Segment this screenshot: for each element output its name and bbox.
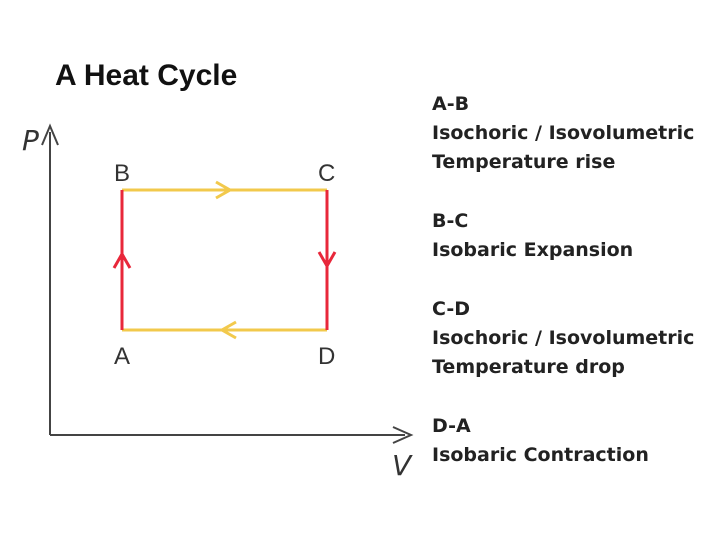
slide-title: A Heat Cycle — [55, 59, 237, 92]
v-axis-label: V — [392, 449, 413, 482]
note-heading: C-D — [432, 298, 470, 320]
da-arrow — [218, 320, 237, 340]
note-line: Isobaric Expansion — [432, 239, 633, 261]
note-heading: A-B — [432, 93, 469, 115]
p-axis-label: P — [22, 124, 39, 157]
note-heading: D-A — [432, 415, 471, 437]
cd-arrow — [317, 251, 337, 270]
point-label: C — [318, 160, 335, 187]
notes: A-B Isochoric / Isovolumetric Temperature … — [432, 93, 694, 466]
p-axis-arrow — [41, 123, 59, 146]
note-line: Temperature drop — [432, 356, 625, 378]
note-line: Isochoric / Isovolumetric — [432, 327, 694, 349]
point-label: B — [114, 160, 130, 187]
note-heading: B-C — [432, 210, 468, 232]
note-line: Isochoric / Isovolumetric — [432, 122, 694, 144]
point-label: D — [318, 343, 335, 370]
v-axis-arrow — [392, 426, 414, 444]
ab-arrow — [112, 250, 132, 269]
bc-arrow — [215, 180, 234, 200]
note-line: Temperature rise — [432, 151, 615, 173]
point-label: A — [114, 343, 130, 370]
note-line: Isobaric Contraction — [432, 444, 649, 466]
